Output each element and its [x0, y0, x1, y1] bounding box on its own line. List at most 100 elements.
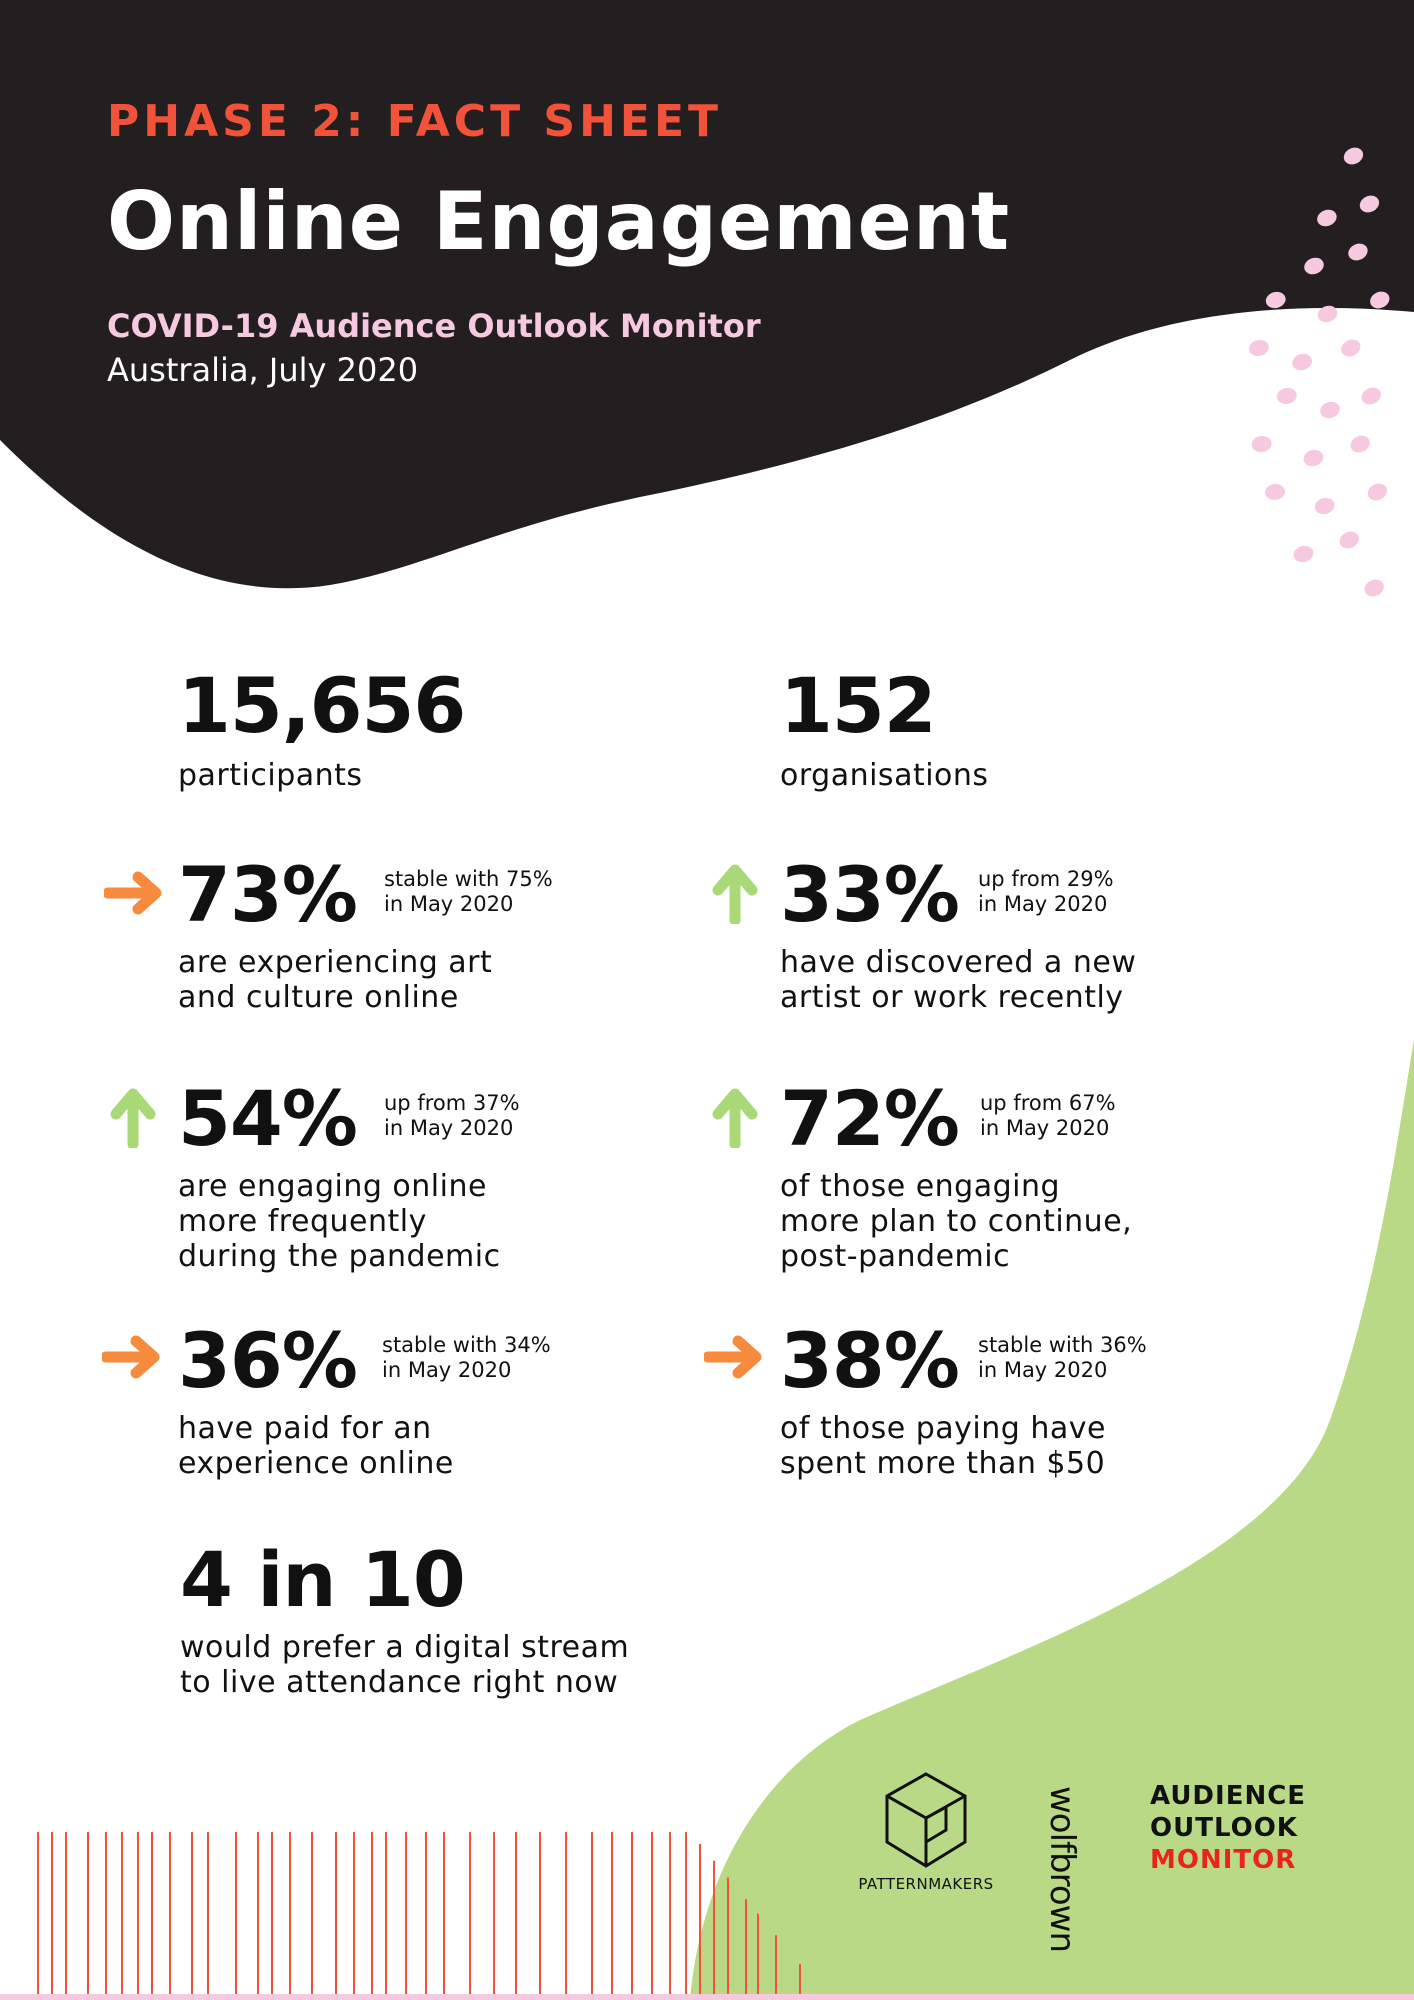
- pink-dot: [1348, 243, 1368, 261]
- arrow-right-icon: [704, 1335, 762, 1379]
- bottom-strip: [0, 1994, 1414, 2000]
- patternmakers-logo: PATTERNMAKERS: [846, 1770, 1006, 1893]
- pink-dot: [1343, 147, 1364, 165]
- stat-description: are engaging online more frequently duri…: [178, 1169, 738, 1274]
- wolfbrown-logo: wolfbrown: [1022, 1786, 1102, 1952]
- desc-line: spent more than $50: [780, 1446, 1106, 1481]
- stat-value: 38%: [780, 1316, 960, 1405]
- pink-dot-pattern: [1248, 147, 1390, 597]
- desc-line: are engaging online: [178, 1169, 487, 1204]
- desc-line: to live attendance right now: [180, 1665, 619, 1700]
- stat-comparison-note: stable with 36% in May 2020: [978, 1333, 1208, 1383]
- desc-line: have paid for an: [178, 1411, 432, 1446]
- report-subtitle: COVID-19 Audience Outlook Monitor: [107, 307, 761, 345]
- pink-dot: [1317, 305, 1338, 323]
- pink-dot: [1304, 257, 1324, 275]
- pink-dot: [1320, 401, 1340, 419]
- stat-description: have paid for an experience online: [178, 1411, 738, 1481]
- desc-line: during the pandemic: [178, 1239, 501, 1274]
- header: PHASE 2: FACT SHEET Online Engagement CO…: [107, 96, 1011, 389]
- stat-label: organisations: [780, 758, 989, 793]
- stat-organisations: 152 organisations: [780, 661, 1340, 794]
- stat-comparison-note: up from 29% in May 2020: [978, 867, 1208, 917]
- stat-description: are experiencing art and culture online: [178, 945, 738, 1015]
- stat-value: 73%: [178, 850, 358, 939]
- stat-value: 33%: [780, 850, 960, 939]
- pink-dot: [1341, 339, 1361, 357]
- desc-line: and culture online: [178, 980, 459, 1015]
- pink-dot: [1367, 483, 1388, 501]
- desc-line: artist or work recently: [780, 980, 1124, 1015]
- aom-line: MONITOR: [1150, 1845, 1297, 1875]
- green-wave-shape: [690, 1040, 1414, 2000]
- stat-comparison-note: up from 37% in May 2020: [384, 1091, 614, 1141]
- desc-line: more frequently: [178, 1204, 427, 1239]
- stat-frequency: 54% up from 37% in May 2020 are engaging…: [178, 1074, 738, 1275]
- note-line: up from 37%: [384, 1091, 520, 1115]
- note-line: in May 2020: [384, 892, 514, 916]
- desc-line: of those engaging: [780, 1169, 1061, 1204]
- pink-dot: [1248, 339, 1269, 357]
- stat-spent: 38% stable with 36% in May 2020 of those…: [780, 1316, 1340, 1482]
- fact-sheet-kicker: PHASE 2: FACT SHEET: [107, 96, 723, 147]
- stat-description: have discovered a new artist or work rec…: [780, 945, 1340, 1015]
- desc-line: more plan to continue,: [780, 1204, 1133, 1239]
- stat-value: 15,656: [178, 661, 466, 750]
- arrow-up-icon: [110, 1088, 156, 1148]
- note-line: in May 2020: [978, 892, 1108, 916]
- note-line: in May 2020: [382, 1358, 512, 1382]
- desc-line: have discovered a new: [780, 945, 1137, 980]
- aom-line: OUTLOOK: [1150, 1813, 1298, 1843]
- pink-dot: [1339, 531, 1359, 549]
- pink-dot: [1265, 291, 1286, 309]
- arrow-right-icon: [104, 871, 162, 915]
- arrow-up-icon: [712, 864, 758, 924]
- red-line-pattern: [37, 1832, 801, 2000]
- stat-value: 36%: [178, 1316, 358, 1405]
- pink-dot: [1303, 449, 1324, 467]
- report-date: Australia, July 2020: [107, 351, 419, 389]
- stat-paid: 36% stable with 34% in May 2020 have pai…: [178, 1316, 738, 1482]
- note-line: stable with 75%: [384, 867, 553, 891]
- pink-dot: [1265, 483, 1285, 501]
- stat-value: 72%: [780, 1074, 960, 1163]
- note-line: stable with 36%: [978, 1333, 1147, 1357]
- pink-dot: [1359, 195, 1380, 213]
- stat-comparison-note: up from 67% in May 2020: [980, 1091, 1210, 1141]
- cube-icon: [885, 1772, 967, 1868]
- note-line: in May 2020: [980, 1116, 1110, 1140]
- stat-comparison-note: stable with 75% in May 2020: [384, 867, 614, 917]
- note-line: in May 2020: [978, 1358, 1108, 1382]
- stat-stream: 4 in 10 would prefer a digital stream to…: [180, 1535, 800, 1701]
- pink-dot: [1350, 435, 1370, 453]
- dark-header-shape: [0, 0, 1414, 589]
- pink-dot: [1314, 497, 1335, 515]
- pink-dot: [1276, 387, 1297, 405]
- pink-dot: [1364, 579, 1384, 597]
- stat-value: 54%: [178, 1074, 358, 1163]
- note-line: up from 29%: [978, 867, 1114, 891]
- stat-value: 152: [780, 661, 937, 750]
- desc-line: would prefer a digital stream: [180, 1630, 630, 1665]
- pink-dot: [1361, 387, 1381, 405]
- desc-line: are experiencing art: [178, 945, 493, 980]
- desc-line: experience online: [178, 1446, 454, 1481]
- pink-dot: [1292, 353, 1312, 371]
- arrow-up-icon: [712, 1088, 758, 1148]
- stat-continue: 72% up from 67% in May 2020 of those eng…: [780, 1074, 1340, 1275]
- desc-line: of those paying have: [780, 1411, 1106, 1446]
- pink-dot: [1370, 291, 1390, 309]
- stat-description: of those engaging more plan to continue,…: [780, 1169, 1340, 1274]
- stat-comparison-note: stable with 34% in May 2020: [382, 1333, 612, 1383]
- stat-discovered: 33% up from 29% in May 2020 have discove…: [780, 850, 1340, 1016]
- stat-description: of those paying have spent more than $50: [780, 1411, 1340, 1481]
- stat-value: 4 in 10: [180, 1535, 466, 1624]
- pink-dot: [1317, 209, 1337, 227]
- note-line: up from 67%: [980, 1091, 1116, 1115]
- note-line: in May 2020: [384, 1116, 514, 1140]
- page-title: Online Engagement: [107, 175, 1011, 268]
- pink-dot: [1251, 435, 1272, 453]
- note-line: stable with 34%: [382, 1333, 551, 1357]
- stat-description: would prefer a digital stream to live at…: [180, 1630, 800, 1700]
